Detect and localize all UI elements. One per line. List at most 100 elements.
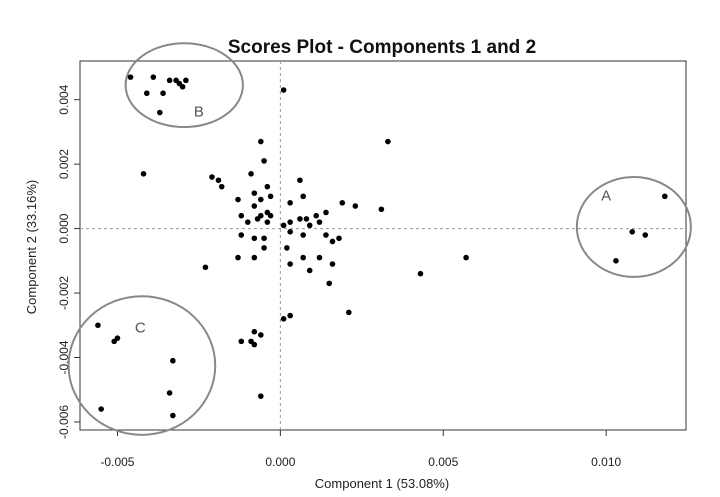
data-point bbox=[287, 312, 293, 319]
data-point bbox=[323, 232, 329, 238]
data-point bbox=[287, 229, 293, 235]
data-point bbox=[261, 158, 267, 164]
data-point bbox=[251, 254, 258, 261]
data-point bbox=[662, 193, 668, 200]
data-point bbox=[326, 280, 333, 287]
data-point bbox=[300, 254, 306, 261]
data-point bbox=[235, 254, 241, 261]
y-tick-label: 0.000 bbox=[57, 213, 71, 243]
data-point bbox=[98, 406, 104, 412]
data-point bbox=[280, 87, 287, 93]
x-tick-label: -0.005 bbox=[100, 455, 134, 469]
data-point bbox=[235, 196, 241, 203]
data-point bbox=[251, 190, 258, 196]
data-point bbox=[238, 338, 245, 345]
data-point bbox=[642, 232, 649, 238]
data-point bbox=[244, 219, 251, 225]
data-point bbox=[297, 177, 303, 184]
data-point bbox=[613, 258, 619, 264]
data-point bbox=[629, 229, 636, 235]
data-point bbox=[267, 212, 274, 219]
data-point bbox=[251, 328, 258, 335]
cluster-label-c: C bbox=[135, 319, 146, 336]
data-point bbox=[264, 219, 271, 225]
data-point bbox=[166, 390, 173, 396]
data-point bbox=[287, 261, 293, 267]
data-point bbox=[160, 90, 166, 97]
data-point bbox=[114, 335, 121, 341]
data-point bbox=[157, 109, 163, 116]
data-point bbox=[284, 245, 290, 251]
x-tick-label: 0.005 bbox=[428, 455, 458, 469]
data-point bbox=[306, 222, 313, 229]
data-point bbox=[339, 199, 346, 206]
data-point bbox=[280, 222, 287, 229]
data-point bbox=[150, 74, 157, 80]
data-point bbox=[329, 261, 336, 267]
data-point bbox=[248, 170, 254, 177]
data-point bbox=[127, 74, 134, 80]
y-tick-label: -0.002 bbox=[57, 276, 71, 310]
data-point bbox=[209, 174, 215, 180]
data-point bbox=[316, 254, 323, 261]
data-point bbox=[258, 138, 264, 145]
y-tick-label: -0.006 bbox=[57, 405, 71, 439]
cluster-ellipse-a bbox=[575, 176, 692, 278]
data-point bbox=[258, 196, 264, 203]
data-point bbox=[300, 232, 306, 238]
cluster-ellipse-c bbox=[67, 295, 217, 436]
data-point bbox=[218, 183, 225, 190]
data-point bbox=[385, 138, 391, 145]
chart-title: Scores Plot - Components 1 and 2 bbox=[228, 37, 536, 58]
data-point bbox=[202, 264, 209, 271]
data-point bbox=[140, 170, 147, 177]
data-point bbox=[323, 209, 329, 216]
data-point bbox=[280, 316, 287, 322]
data-point bbox=[170, 412, 176, 419]
data-point bbox=[261, 245, 267, 251]
x-axis-label: Component 1 (53.08%) bbox=[315, 476, 449, 491]
data-point bbox=[378, 206, 385, 213]
data-point bbox=[345, 309, 352, 316]
y-tick-label: 0.004 bbox=[57, 84, 71, 114]
y-axis-label: Component 2 (33.16%) bbox=[24, 180, 39, 314]
data-point bbox=[287, 199, 293, 206]
data-point bbox=[170, 357, 176, 364]
data-point bbox=[329, 238, 336, 245]
data-point bbox=[238, 232, 245, 238]
data-point bbox=[297, 216, 303, 222]
data-point bbox=[352, 203, 359, 209]
data-point bbox=[417, 270, 424, 277]
data-point bbox=[258, 332, 264, 338]
data-point bbox=[264, 183, 271, 190]
data-point bbox=[179, 83, 186, 90]
x-tick-label: 0.000 bbox=[265, 455, 295, 469]
data-point bbox=[95, 322, 101, 329]
cluster-label-b: B bbox=[194, 104, 204, 121]
data-point bbox=[254, 216, 261, 222]
data-point bbox=[300, 193, 306, 200]
data-point bbox=[463, 254, 469, 261]
y-tick-label: -0.004 bbox=[57, 340, 71, 374]
data-point bbox=[316, 219, 323, 225]
data-point bbox=[143, 90, 150, 97]
data-point bbox=[306, 267, 313, 274]
data-point bbox=[313, 212, 320, 219]
plot-frame bbox=[79, 60, 687, 431]
data-point bbox=[261, 235, 267, 242]
data-point bbox=[166, 77, 173, 84]
data-point bbox=[183, 77, 189, 84]
data-point bbox=[336, 235, 342, 242]
cluster-label-a: A bbox=[601, 187, 611, 204]
data-point bbox=[251, 203, 258, 209]
data-point bbox=[267, 193, 274, 200]
cluster-ellipse-b bbox=[124, 42, 244, 129]
data-point bbox=[287, 219, 293, 225]
plot-area: -0.005 0.000 0.005 0.010 -0.006 -0.004 -0.002 0… bbox=[57, 42, 692, 469]
data-point bbox=[215, 177, 222, 184]
data-point bbox=[303, 216, 310, 222]
data-point bbox=[258, 393, 264, 399]
x-tick-label: 0.010 bbox=[591, 455, 621, 469]
data-point bbox=[251, 341, 258, 348]
